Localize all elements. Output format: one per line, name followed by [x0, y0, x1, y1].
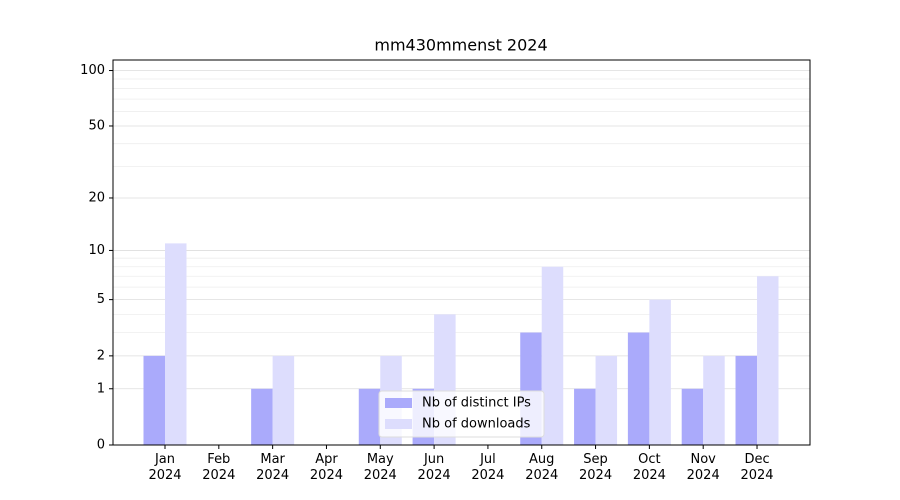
y-tick-label: 1 — [97, 381, 105, 396]
bar — [143, 355, 165, 445]
y-tick-label: 2 — [97, 348, 105, 363]
bar — [251, 388, 273, 445]
x-tick-label: Dec 2024 — [740, 452, 774, 483]
bar — [574, 388, 596, 445]
y-tick-label: 10 — [88, 243, 105, 258]
bar — [165, 243, 187, 445]
x-tick-label: May 2024 — [363, 452, 397, 483]
bar — [541, 266, 564, 445]
chart-title: mm430mmenst 2024 — [374, 36, 547, 55]
legend-label: Nb of downloads — [422, 417, 531, 432]
bar — [272, 355, 295, 445]
y-tick-label: 50 — [88, 118, 105, 133]
bar — [595, 355, 618, 445]
bar — [358, 388, 381, 445]
x-tick-label: Apr 2024 — [309, 452, 343, 483]
bar — [735, 355, 758, 445]
legend-swatch — [385, 419, 412, 429]
legend-box — [378, 390, 545, 438]
x-tick-label: Jun 2024 — [417, 452, 451, 483]
bar — [757, 276, 779, 445]
legend-label: Nb of distinct IPs — [422, 396, 531, 411]
x-tick-label: Aug 2024 — [525, 452, 559, 483]
x-tick-label: Oct 2024 — [632, 452, 666, 483]
x-tick-label: Nov 2024 — [686, 452, 720, 483]
bar — [681, 388, 704, 445]
y-tick-label: 0 — [97, 438, 105, 453]
x-tick-label: Feb 2024 — [202, 452, 236, 483]
bar — [627, 332, 650, 445]
bar — [703, 355, 725, 445]
legend-swatch — [385, 398, 412, 408]
legend: Nb of distinct IPs Nb of downloads — [378, 390, 545, 438]
y-tick-label: 100 — [80, 63, 105, 78]
bar — [649, 299, 671, 445]
x-tick-label: Sep 2024 — [579, 452, 613, 483]
y-tick-label: 5 — [97, 292, 105, 307]
y-tick-label: 20 — [88, 190, 105, 205]
x-tick-label: Mar 2024 — [256, 452, 290, 483]
plot-frame — [112, 59, 811, 446]
x-tick-label: Jan 2024 — [148, 452, 182, 483]
x-tick-label: Jul 2024 — [471, 452, 505, 483]
